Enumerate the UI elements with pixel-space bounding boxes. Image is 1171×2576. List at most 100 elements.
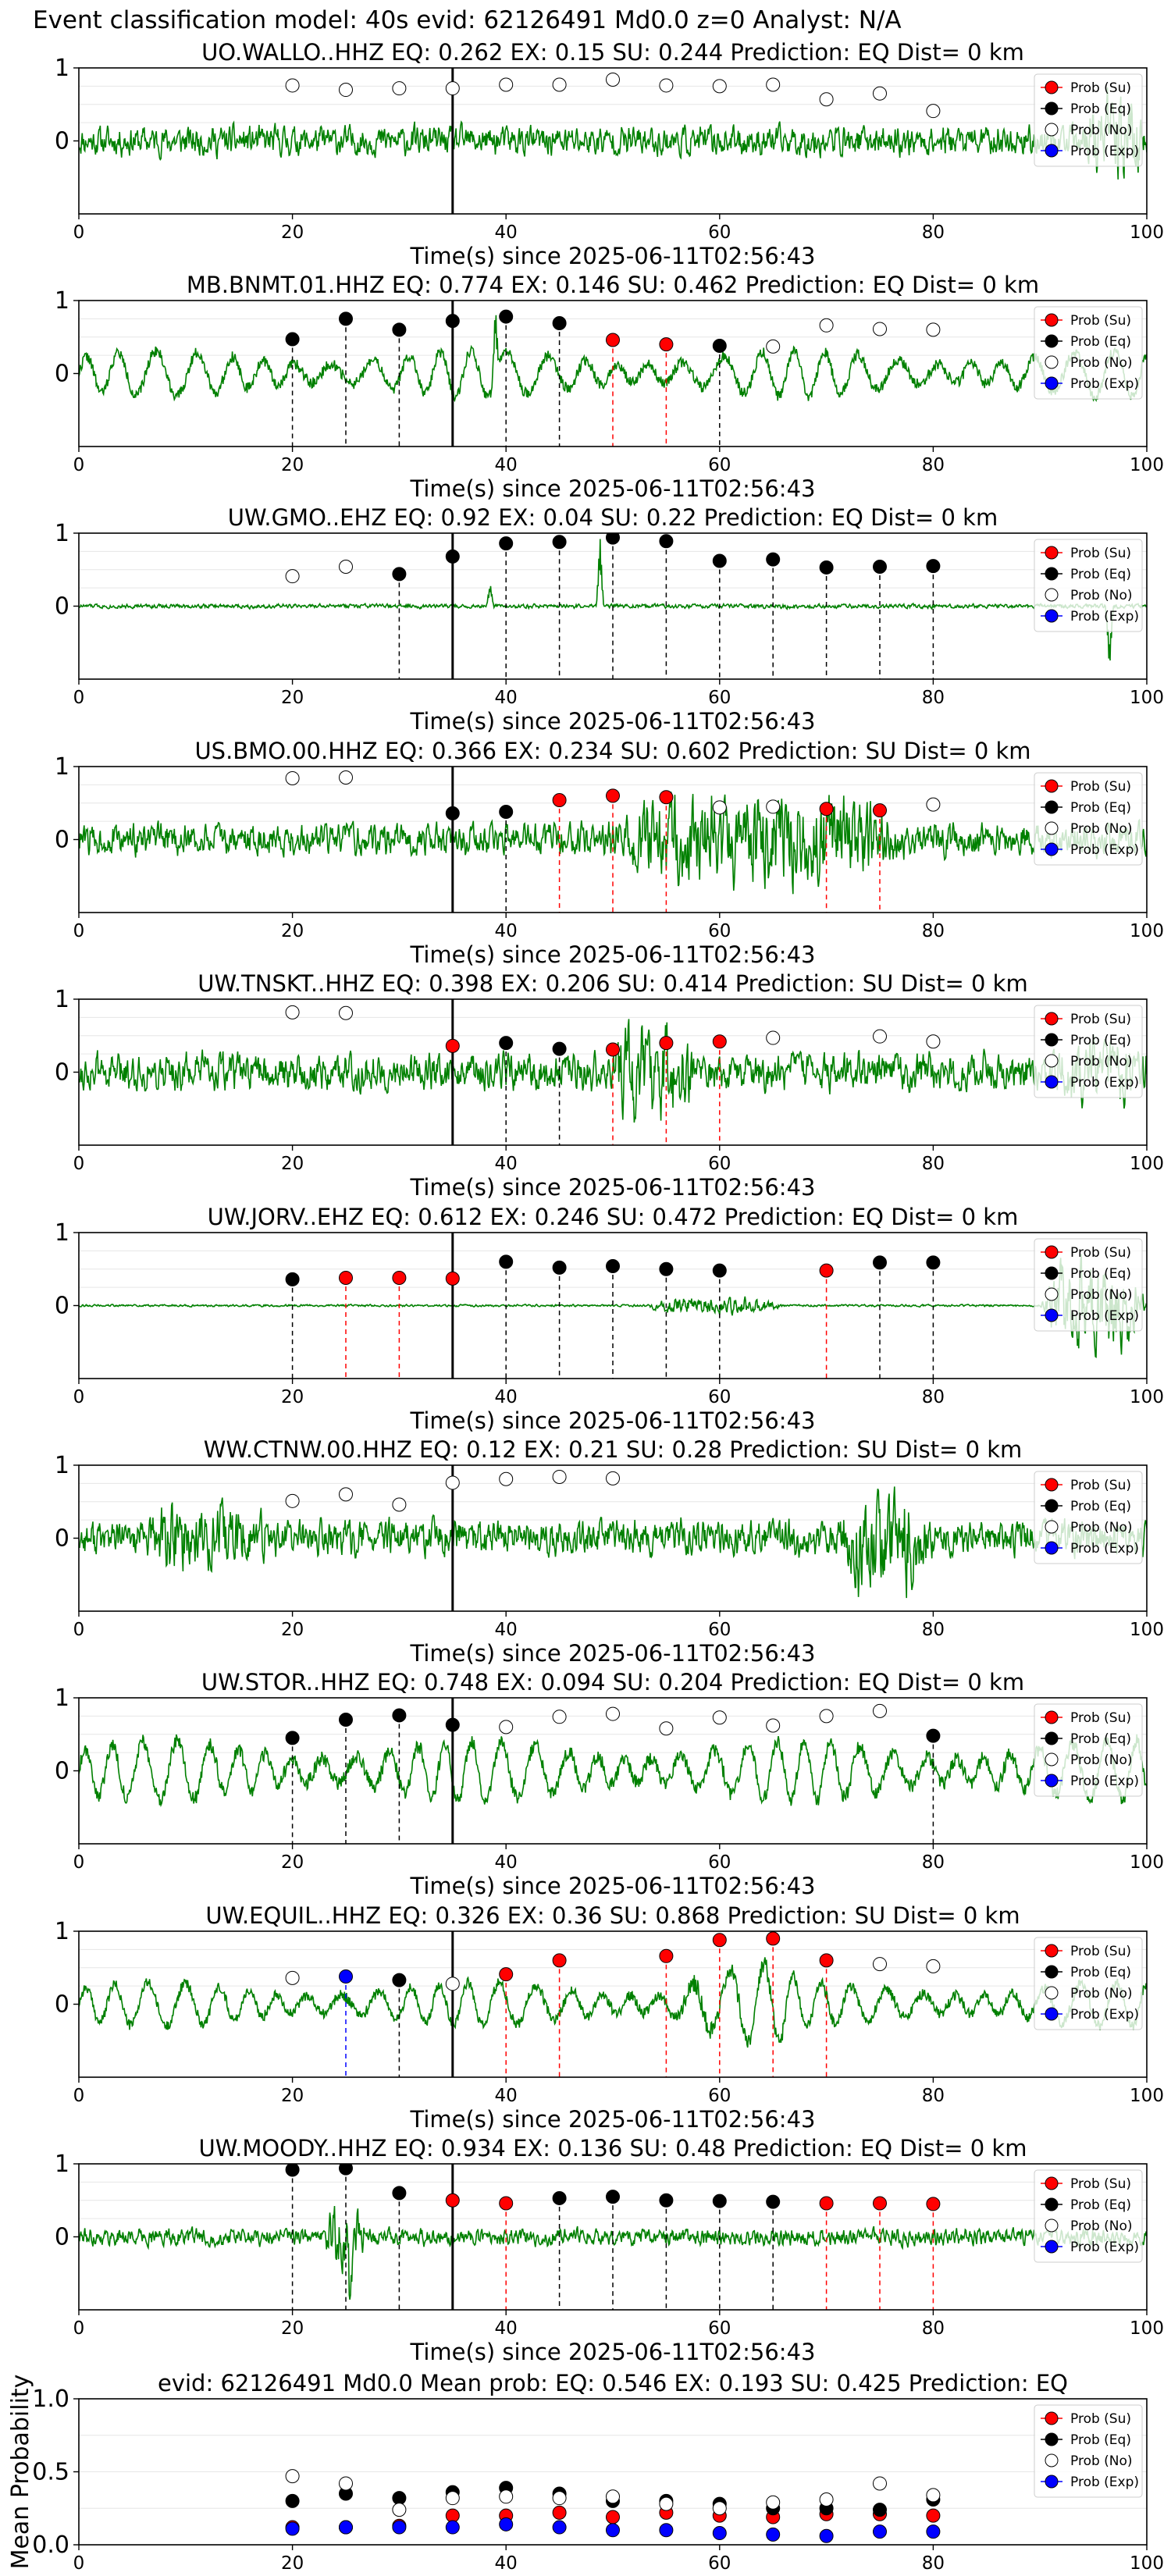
- plot-area: [79, 2399, 1147, 2543]
- legend-label-su: Prob (Su): [1070, 313, 1131, 329]
- x-tick-label: 100: [1130, 1852, 1164, 1873]
- prob-marker-no: [926, 322, 941, 337]
- plot-area: [79, 1465, 1147, 1611]
- legend-frame: [1034, 1005, 1143, 1098]
- waveform-trace: [79, 1254, 1147, 1358]
- prob-marker-eq: [659, 534, 674, 549]
- mean-point-su: [926, 2508, 941, 2523]
- x-tick-label: 20: [281, 455, 304, 475]
- prob-marker-su: [499, 2196, 514, 2211]
- prob-marker-su: [606, 788, 620, 803]
- x-tick-label: 60: [708, 2086, 731, 2106]
- prob-marker-su: [339, 1270, 353, 1285]
- prob-marker-no: [285, 1005, 300, 1019]
- x-tick-label: 20: [281, 688, 304, 708]
- legend-label-eq: Prob (Eq): [1070, 567, 1131, 582]
- y-tick-label: 1: [55, 753, 69, 781]
- mean-point-su: [445, 2508, 460, 2523]
- prob-marker-eq: [285, 1731, 300, 1745]
- station-panel-4: US.BMO.00.HHZ EQ: 0.366 EX: 0.234 SU: 0.…: [55, 738, 1164, 968]
- prob-marker-no: [819, 318, 834, 333]
- prob-marker-no: [285, 569, 300, 584]
- station-panel-7: WW.CTNW.00.HHZ EQ: 0.12 EX: 0.21 SU: 0.2…: [55, 1436, 1164, 1667]
- legend-marker-eq: [1045, 1266, 1059, 1280]
- x-axis-label: Time(s) since 2025-06-11T02:56:43: [410, 941, 816, 968]
- waveform-trace: [79, 87, 1147, 180]
- x-tick-label: 80: [922, 1387, 945, 1407]
- prob-marker-eq: [926, 1728, 941, 1743]
- x-tick-label: 80: [922, 1620, 945, 1640]
- x-tick-label: 80: [922, 2318, 945, 2339]
- mean-point-exp: [285, 2521, 300, 2536]
- legend-label-exp: Prob (Exp): [1070, 1308, 1139, 1324]
- mean-point-eq: [392, 2491, 407, 2506]
- x-tick-label: 40: [495, 1852, 518, 1873]
- legend-marker-su: [1045, 1478, 1059, 1492]
- waveform-trace: [79, 1957, 1147, 2048]
- y-tick-label: 1.0: [32, 2386, 69, 2413]
- legend-label-eq: Prob (Eq): [1070, 101, 1131, 117]
- x-tick-label: 100: [1130, 1154, 1164, 1174]
- prob-marker-eq: [552, 535, 567, 550]
- prob-marker-eq: [339, 311, 353, 326]
- prob-marker-no: [873, 86, 887, 101]
- mean-point-exp: [659, 2523, 674, 2538]
- legend-marker-eq: [1045, 1499, 1059, 1513]
- legend: Prob (Su) Prob (Eq) Prob (No) Prob (Exp): [1034, 1471, 1143, 1564]
- x-axis-label: Time(s) since 2025-06-11T02:56:43: [410, 2106, 816, 2133]
- prob-marker-eq: [499, 536, 514, 551]
- mean-point-exp: [712, 2526, 727, 2541]
- prob-marker-eq: [606, 533, 620, 545]
- prob-marker-no: [392, 81, 407, 96]
- x-tick-label: 20: [281, 1620, 304, 1640]
- x-axis-label: Time(s) since 2025-06-11T02:56:43: [410, 475, 816, 502]
- prob-marker-no: [552, 1469, 567, 1484]
- x-tick-label: 20: [281, 921, 304, 941]
- x-tick-label: 60: [708, 1852, 731, 1873]
- prob-marker-su: [659, 1948, 674, 1963]
- prob-marker-eq: [552, 1041, 567, 1056]
- x-tick-label: 20: [281, 1154, 304, 1174]
- legend-label-eq: Prob (Eq): [1070, 2432, 1131, 2448]
- x-tick-label: 60: [708, 455, 731, 475]
- prob-marker-eq: [659, 1261, 674, 1276]
- prob-marker-no: [339, 1005, 353, 1020]
- legend-label-su: Prob (Su): [1070, 1012, 1131, 1027]
- prob-marker-eq: [445, 549, 460, 564]
- legend-marker-no: [1045, 588, 1059, 602]
- prob-marker-eq: [339, 1713, 353, 1727]
- prob-marker-no: [606, 1706, 620, 1721]
- prob-marker-no: [712, 1710, 727, 1725]
- prob-marker-no: [339, 770, 353, 785]
- x-tick-label: 0: [73, 2318, 85, 2339]
- legend-frame: [1034, 772, 1143, 866]
- legend-label-eq: Prob (Eq): [1070, 1033, 1131, 1048]
- mean-point-no: [873, 2476, 887, 2491]
- x-tick-label: 100: [1130, 2086, 1164, 2106]
- legend-label-eq: Prob (Eq): [1070, 1499, 1131, 1514]
- legend-marker-su: [1045, 1710, 1059, 1724]
- mean-point-exp: [873, 2524, 887, 2539]
- prob-marker-su: [445, 2193, 460, 2208]
- y-tick-label: 1: [55, 55, 69, 82]
- prob-marker-no: [873, 1029, 887, 1044]
- legend-marker-no: [1045, 355, 1059, 369]
- legend-marker-exp: [1045, 2007, 1059, 2021]
- x-tick-label: 100: [1130, 2318, 1164, 2339]
- station-panel-8: UW.STOR..HHZ EQ: 0.748 EX: 0.094 SU: 0.2…: [55, 1669, 1164, 1899]
- legend-marker-no: [1045, 2218, 1059, 2233]
- prob-marker-eq: [445, 806, 460, 820]
- prob-marker-eq: [712, 1263, 727, 1278]
- y-tick-label: 0: [55, 1991, 69, 2019]
- x-tick-label: 100: [1130, 455, 1164, 475]
- prob-marker-no: [766, 799, 781, 814]
- legend-marker-exp: [1045, 842, 1059, 856]
- legend-label-su: Prob (Su): [1070, 2176, 1131, 2192]
- legend-label-su: Prob (Su): [1070, 2411, 1131, 2427]
- legend: Prob (Su) Prob (Eq) Prob (No) Prob (Exp): [1034, 2169, 1143, 2263]
- legend-label-no: Prob (No): [1070, 1752, 1133, 1768]
- y-tick-label: 0: [55, 593, 69, 621]
- legend-marker-no: [1045, 1986, 1059, 2000]
- x-tick-label: 100: [1130, 688, 1164, 708]
- prob-marker-no: [339, 560, 353, 575]
